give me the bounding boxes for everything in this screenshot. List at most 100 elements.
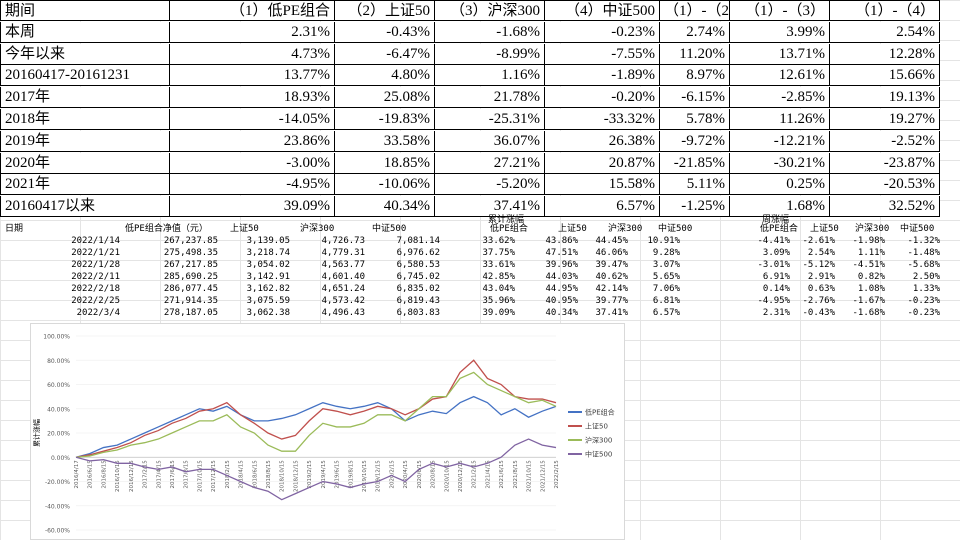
y-tick-label: -40.00%	[45, 503, 70, 510]
table-cell: 43.04%	[482, 284, 515, 294]
x-tick-label: 2016/12/15	[129, 460, 135, 492]
table-cell: -10.06%	[335, 174, 435, 196]
table-cell: 3.09%	[762, 248, 790, 258]
table-cell: 4,726.73	[321, 236, 365, 246]
table-cell: 3,218.74	[246, 248, 290, 258]
table-cell: 40.62%	[595, 272, 628, 282]
table-cell: -0.20%	[545, 87, 660, 109]
table-cell: 3,062.38	[246, 308, 290, 318]
y-tick-label: -60.00%	[45, 528, 70, 535]
row-label: 2019年	[0, 130, 170, 152]
x-tick-label: 2020/10/15	[444, 460, 450, 492]
table-cell: 39.47%	[595, 260, 628, 270]
table-cell: -1.68%	[435, 21, 545, 43]
table-cell: 6,803.83	[396, 308, 440, 318]
row-label: 2017年	[0, 87, 170, 109]
column-header: 沪深300	[300, 224, 335, 234]
table-cell: 7.06%	[652, 284, 680, 294]
table-cell: 12.28%	[830, 43, 940, 65]
table-cell: -0.23%	[907, 308, 940, 318]
row-label: 期间	[0, 0, 170, 21]
chart: 100.00% 80.00% 60.00% 40.00% 20.00% 0.00% -20.…	[32, 334, 615, 535]
table-cell: -19.83%	[335, 109, 435, 130]
table-cell: 6.81%	[652, 296, 680, 306]
row-label: 今年以来	[0, 43, 170, 65]
table-cell: -1.89%	[545, 65, 660, 87]
table-cell: 2022/2/11	[71, 272, 120, 282]
table-cell: -1.98%	[852, 236, 885, 246]
table-cell: 2022/2/18	[71, 284, 120, 294]
series-line	[75, 359, 557, 458]
table-cell: 1.68%	[730, 196, 830, 218]
x-tick-label: 2017/6/15	[170, 460, 176, 489]
table-cell: 2022/1/14	[71, 236, 120, 246]
x-tick-label: 2020/4/15	[403, 460, 409, 489]
legend-label: 上证50	[585, 422, 608, 431]
table-cell: -12.21%	[730, 130, 830, 152]
table-cell: 8.97%	[660, 65, 730, 87]
x-tick-label: 2020/6/15	[417, 460, 423, 489]
y-tick-label: 60.00%	[47, 382, 70, 389]
table-cell: 2.50%	[912, 272, 940, 282]
table-cell: 44.45%	[595, 236, 628, 246]
table-cell: 33.61%	[482, 260, 515, 270]
table-cell: -25.31%	[435, 109, 545, 130]
x-tick-label: 2018/4/15	[239, 460, 245, 489]
table-cell: 1.11%	[857, 248, 885, 258]
table-cell: -0.43%	[335, 21, 435, 43]
table-cell: 0.82%	[857, 272, 885, 282]
column-header: 中证500	[900, 224, 935, 234]
table-cell: 39.77%	[595, 296, 628, 306]
table-cell: -6.47%	[335, 43, 435, 65]
table-cell: 4,563.77	[321, 260, 365, 270]
table-cell: （3）沪深300	[435, 0, 545, 21]
table-cell: -2.52%	[830, 130, 940, 152]
table-cell: -2.85%	[730, 87, 830, 109]
table-cell: 26.38%	[545, 130, 660, 152]
table-cell: 15.58%	[545, 174, 660, 196]
row-label: 2018年	[0, 109, 170, 130]
column-header: 上证50	[230, 224, 259, 234]
group-label: 累计涨幅	[488, 215, 525, 225]
table-cell: 37.41%	[435, 196, 545, 218]
table-cell: 13.77%	[170, 65, 335, 87]
table-cell: 4,573.42	[321, 296, 365, 306]
table-cell: -0.23%	[907, 296, 940, 306]
table-cell: -2.76%	[802, 296, 835, 306]
table-cell: -8.99%	[435, 43, 545, 65]
table-cell: 33.62%	[482, 236, 515, 246]
table-cell: 0.63%	[807, 284, 835, 294]
table-cell: 18.85%	[335, 152, 435, 174]
table-cell: -5.12%	[802, 260, 835, 270]
x-tick-label: 2017/4/15	[156, 460, 162, 489]
column-header: 中证500	[372, 224, 407, 234]
table-cell: 40.34%	[335, 196, 435, 218]
table-cell: 285,690.25	[163, 272, 218, 282]
table-cell: 2.54%	[830, 21, 940, 43]
x-tick-label: 2017/12/15	[211, 460, 217, 492]
table-cell: 12.61%	[730, 65, 830, 87]
x-tick-label: 2020/8/15	[431, 460, 437, 489]
table-cell: -4.95%	[170, 174, 335, 196]
table-cell: 27.21%	[435, 152, 545, 174]
table-cell: 18.93%	[170, 87, 335, 109]
table-cell: 46.06%	[595, 248, 628, 258]
x-tick-label: 2019/10/15	[362, 460, 368, 492]
x-tick-label: 2018/8/15	[266, 460, 272, 489]
x-tick-label: 2021/6/15	[499, 460, 505, 489]
table-cell: （4）中证500	[545, 0, 660, 21]
y-tick-label: 40.00%	[47, 406, 70, 413]
table-cell: -23.87%	[830, 152, 940, 174]
table-cell: 32.52%	[830, 196, 940, 218]
column-header: 低PE组合	[760, 224, 798, 234]
x-tick-label: 2021/12/15	[540, 460, 546, 492]
table-cell: -3.01%	[757, 260, 790, 270]
table-cell: 2.31%	[170, 21, 335, 43]
table-cell: 3.07%	[652, 260, 680, 270]
y-tick-label: 100.00%	[43, 334, 70, 341]
table-cell: 42.85%	[482, 272, 515, 282]
table-cell: 39.96%	[545, 260, 578, 270]
column-header: 中证500	[658, 224, 693, 234]
y-tick-label: -20.00%	[45, 479, 70, 486]
table-cell: （1）-（2）	[660, 0, 744, 21]
